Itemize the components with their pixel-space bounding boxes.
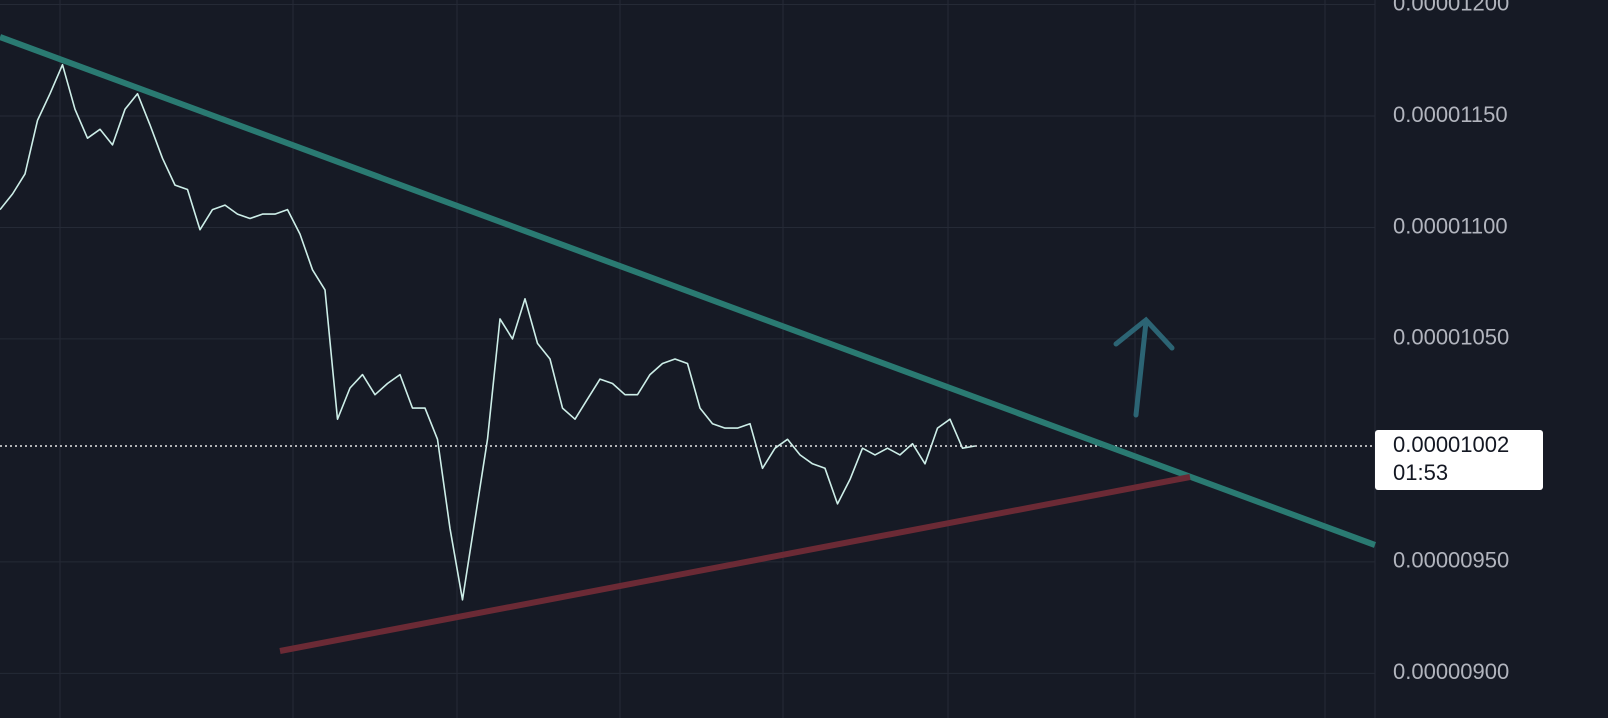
y-tick-label: 0.00001200 (1393, 0, 1509, 15)
last-price-label: 0.00001002 (1393, 432, 1509, 457)
breakout-arrow (1113, 316, 1175, 418)
price-line (0, 63, 976, 601)
y-tick-label: 0.00000950 (1393, 548, 1509, 573)
y-tick-label: 0.00000900 (1393, 659, 1509, 684)
plot (0, 63, 1375, 601)
resistance-trendline (0, 34, 1377, 548)
arrow-shaft (1133, 319, 1149, 418)
countdown-label: 01:53 (1393, 460, 1448, 485)
y-tick-label: 0.00001100 (1393, 213, 1508, 238)
vertical-grid (59, 0, 1376, 718)
support-trendline (279, 474, 1191, 654)
y-tick-label: 0.00001050 (1393, 325, 1509, 350)
y-tick-label: 0.00001150 (1393, 102, 1508, 127)
last-price-box (1375, 429, 1543, 490)
arrow-head (1113, 316, 1175, 351)
price-axis: 0.00001200 0.00001150 0.00001100 0.00001050… (1375, 0, 1543, 684)
